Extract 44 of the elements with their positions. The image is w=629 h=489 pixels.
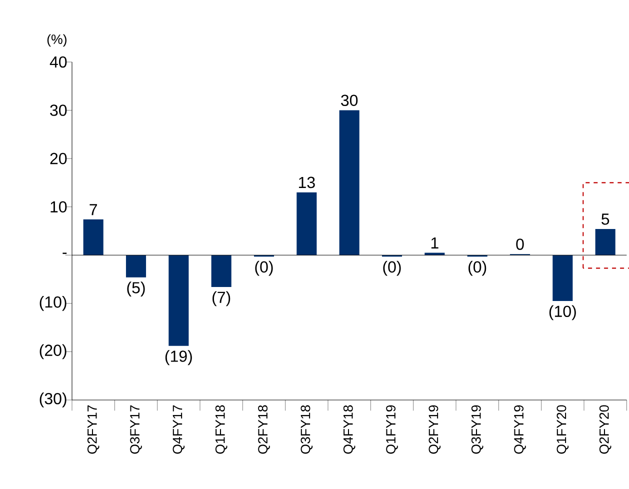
y-tick-label: (10) [40, 296, 66, 311]
x-tick-label: Q4FY17 [172, 405, 185, 454]
y-tick-label: 20 [50, 152, 67, 164]
data-label: (19) [165, 350, 192, 366]
x-tick-label: Q1FY18 [215, 405, 228, 454]
data-label: (0) [468, 260, 486, 276]
x-tick-label: Q4FY19 [514, 405, 526, 454]
data-label: (5) [127, 282, 145, 297]
data-label: 30 [341, 94, 358, 106]
y-axis-title: (%) [47, 34, 66, 47]
data-label: 5 [602, 214, 610, 225]
data-label: 13 [298, 176, 315, 188]
x-tick-label: Q2FY20 [599, 405, 612, 454]
x-tick-label: Q3FY19 [471, 405, 484, 454]
x-tick-label: Q4FY18 [343, 405, 356, 454]
y-tick-label: 30 [50, 104, 67, 116]
x-tick-label: Q3FY18 [300, 405, 313, 454]
y-tick-label: 40 [50, 56, 67, 68]
data-label: (0) [383, 260, 401, 276]
data-label: 0 [516, 238, 524, 250]
bar [296, 192, 317, 256]
bar [83, 219, 104, 256]
bar [211, 255, 232, 287]
y-tick-label: - [62, 252, 67, 254]
y-tick-label: 10 [50, 201, 67, 213]
data-label: 1 [431, 237, 438, 248]
y-tick-label: (20) [40, 344, 66, 360]
bar [126, 255, 146, 278]
x-tick-label: Q2FY18 [258, 405, 270, 454]
data-label: (10) [549, 305, 576, 320]
data-label: (7) [212, 291, 230, 306]
x-tick-label: Q1FY20 [556, 405, 569, 454]
bar [339, 110, 360, 256]
x-tick-label: Q1FY19 [386, 405, 398, 454]
bar [595, 229, 616, 256]
bar [552, 255, 573, 302]
bar [168, 255, 189, 346]
x-tick-label: Q2FY19 [428, 405, 441, 454]
bar [424, 252, 445, 256]
data-label: (0) [255, 260, 273, 276]
x-tick-label: Q2FY17 [87, 405, 100, 454]
y-tick-label: (30) [40, 392, 66, 408]
data-label: 7 [90, 204, 97, 216]
x-tick-label: Q3FY17 [130, 405, 142, 454]
